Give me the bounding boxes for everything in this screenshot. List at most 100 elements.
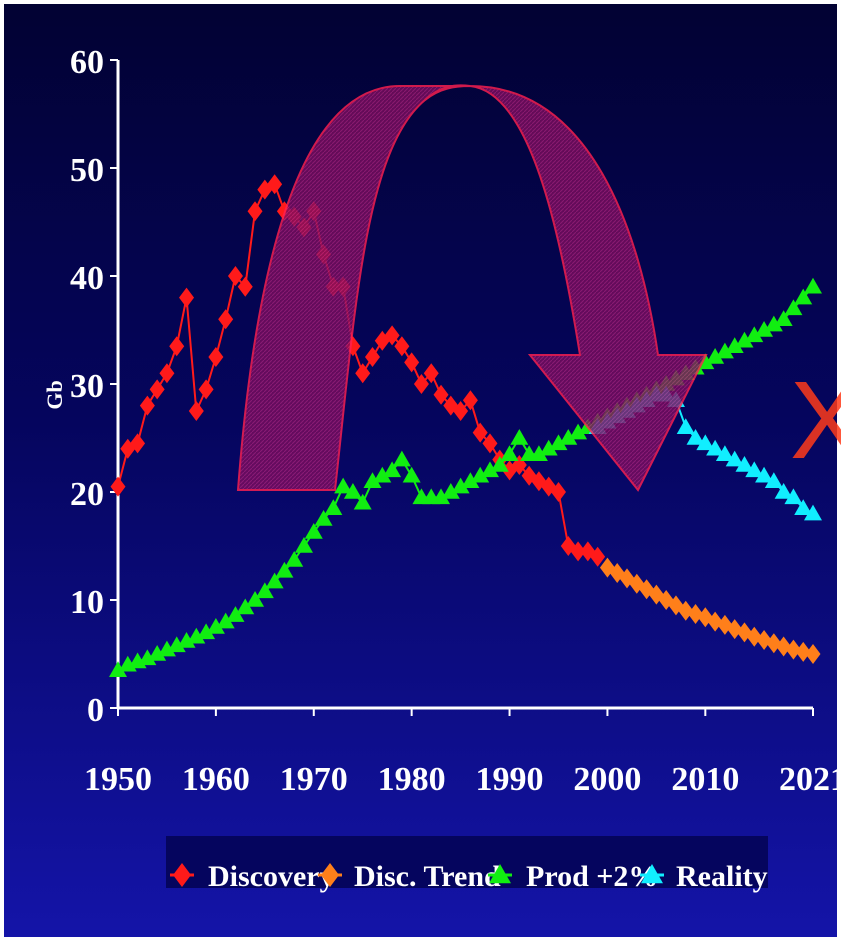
data-point-discovery (179, 287, 195, 308)
data-point-discovery (169, 336, 185, 357)
data-point-discovery (423, 363, 439, 384)
data-point-prod-2 (539, 439, 558, 456)
data-point-discovery (355, 363, 371, 384)
data-point-discovery (384, 325, 400, 346)
x-tick-label: 1960 (182, 761, 250, 798)
data-point-prod-2 (451, 477, 470, 494)
data-point-prod-2 (343, 483, 362, 499)
data-point-prod-2 (764, 315, 783, 332)
x-tick-label: 2021 (779, 761, 841, 798)
data-point-reality (755, 466, 774, 483)
data-point-disc-trend (795, 641, 811, 662)
legend-marker-discovery (173, 863, 191, 887)
data-point-prod-2 (559, 429, 578, 445)
data-point-prod-2 (324, 499, 343, 515)
data-point-prod-2 (236, 598, 255, 615)
x-tick-label: 2010 (671, 761, 739, 798)
legend-marker-disc-trend (321, 863, 339, 887)
legend-marker-prod-2 (489, 864, 511, 884)
data-point-reality (676, 418, 695, 434)
data-point-discovery (472, 422, 488, 443)
data-point-reality (735, 456, 754, 472)
data-point-prod-2 (725, 337, 744, 353)
data-point-discovery (394, 336, 410, 357)
data-point-prod-2 (804, 277, 822, 294)
data-point-discovery (208, 347, 224, 367)
data-point-reality (774, 483, 793, 499)
data-point-discovery (502, 460, 518, 481)
curved-arrow-inner-edge (424, 84, 471, 101)
data-point-prod-2 (294, 537, 313, 553)
y-tick-label: 50 (70, 152, 104, 189)
data-point-prod-2 (735, 331, 754, 348)
data-point-prod-2 (383, 461, 402, 478)
y-tick-label: 30 (70, 368, 104, 405)
curved-arrow (236, 84, 708, 492)
data-point-prod-2 (510, 429, 529, 445)
data-point-prod-2 (109, 661, 127, 677)
data-point-prod-2 (392, 450, 411, 467)
y-axis-title: Gb (42, 380, 67, 409)
data-point-prod-2 (177, 632, 196, 648)
data-point-prod-2 (363, 472, 382, 488)
data-point-discovery (130, 433, 146, 454)
big-x-annotation: X (790, 359, 841, 482)
data-point-prod-2 (784, 299, 803, 316)
x-tick-label: 1980 (378, 761, 446, 798)
curved-arrow-shape (236, 84, 708, 492)
data-point-discovery (590, 546, 606, 567)
data-point-prod-2 (167, 636, 186, 653)
data-point-discovery (159, 363, 175, 384)
data-point-prod-2 (441, 483, 460, 499)
data-point-prod-2 (226, 606, 245, 622)
data-point-discovery (218, 309, 234, 330)
legend: Discovery Disc. Trend Prod +2% Reality (166, 836, 768, 893)
axes: 0 10 20 30 40 50 60 1950 1960 1970 1980 1990 2000 201… (70, 44, 841, 798)
x-tick-label: 1970 (280, 761, 348, 798)
data-point-discovery (365, 347, 381, 367)
data-point-prod-2 (246, 591, 265, 607)
data-point-reality (745, 461, 764, 478)
data-point-reality (784, 488, 803, 505)
data-point-discovery (482, 433, 498, 454)
data-point-reality (725, 450, 744, 467)
data-point-discovery (462, 390, 478, 411)
data-point-discovery (570, 541, 586, 562)
data-point-prod-2 (774, 310, 793, 326)
data-point-prod-2 (197, 623, 216, 640)
legend-box (166, 836, 768, 888)
chart-background (4, 4, 837, 937)
data-point-reality (706, 439, 725, 456)
y-tick-label: 0 (87, 692, 104, 729)
data-point-prod-2 (148, 645, 167, 661)
data-point-prod-2 (353, 493, 372, 510)
x-tick-label: 1950 (84, 761, 152, 798)
y-tick-label: 10 (70, 584, 104, 621)
legend-marker-reality (641, 864, 663, 884)
data-point-discovery (149, 379, 165, 400)
y-tick-label: 60 (70, 44, 104, 81)
data-point-prod-2 (334, 477, 353, 494)
data-point-prod-2 (794, 288, 813, 305)
data-point-prod-2 (265, 572, 284, 589)
data-point-prod-2 (745, 326, 764, 343)
data-point-prod-2 (569, 423, 588, 440)
data-point-prod-2 (373, 466, 392, 483)
data-point-discovery (267, 174, 283, 195)
data-point-prod-2 (549, 434, 568, 451)
data-point-discovery (433, 384, 449, 405)
data-point-discovery (453, 401, 469, 421)
data-point-prod-2 (432, 488, 451, 505)
x-tick-label: 1990 (476, 761, 544, 798)
data-point-discovery (198, 379, 214, 400)
data-point-discovery (139, 395, 155, 416)
data-point-discovery (247, 201, 263, 222)
legend-label-prod-2: Prod +2% (526, 860, 658, 893)
series-layer (109, 174, 822, 677)
data-point-prod-2 (402, 466, 421, 483)
data-point-prod-2 (275, 561, 294, 578)
data-point-prod-2 (304, 522, 323, 539)
data-point-discovery (237, 276, 253, 297)
data-point-prod-2 (755, 321, 774, 337)
data-point-reality (764, 472, 783, 488)
